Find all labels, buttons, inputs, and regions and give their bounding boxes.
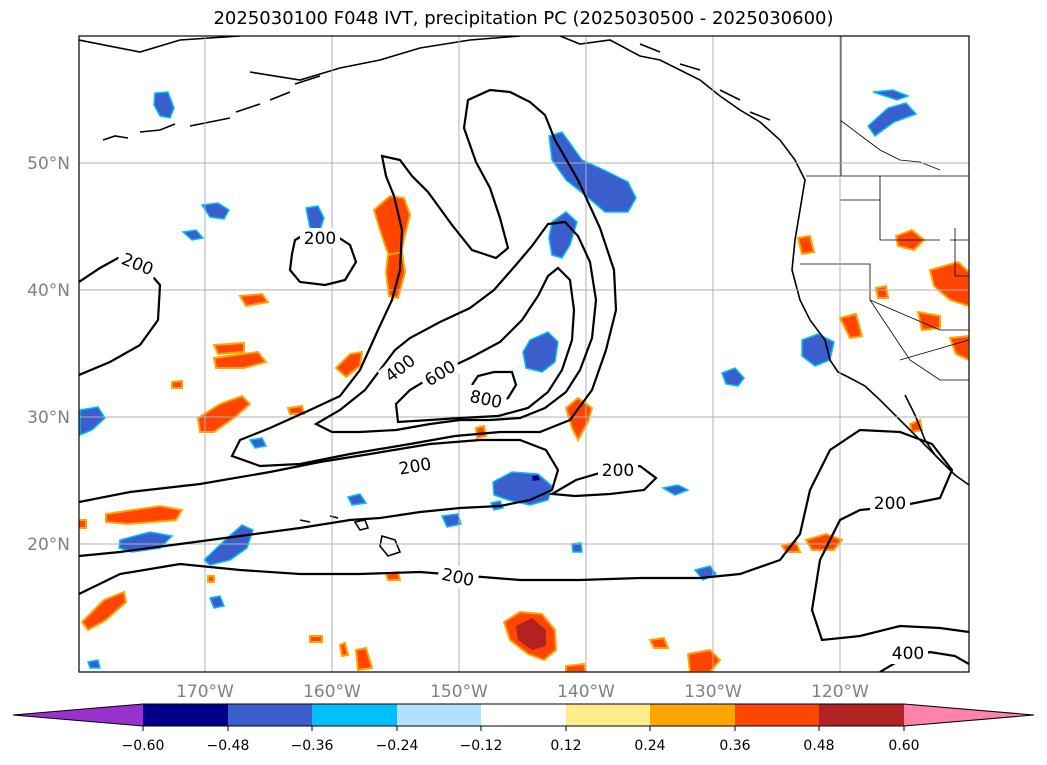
pos-blob [286,404,306,415]
colorbar-segment [143,704,228,726]
neg-blob [693,565,718,581]
pos-blob [238,292,270,308]
neg-blob [248,437,268,449]
colorbar-segment [397,704,481,726]
ivt-label-200-east-loop: 200 [602,461,634,481]
lon-label: 120°W [811,682,869,702]
pos-blob [948,334,969,362]
neg-blob [867,102,918,138]
pos-blob [804,532,844,551]
colorbar-tick-label: 0.48 [803,738,834,754]
colorbar-tick-label: −0.24 [376,738,419,754]
colorbar-tick-label: 0.36 [719,738,750,754]
pos-blob [796,234,816,256]
pos-blob [354,646,374,672]
colorbar-ticks [142,726,905,731]
colorbar-tick-label: 0.24 [634,738,665,754]
neg-blob [872,89,911,101]
colorbar-extend-right [904,704,1034,726]
neg-blob [305,205,325,231]
pos-blob [474,424,488,440]
map-title: 2025030100 F048 IVT, precipitation PC (2… [213,8,834,29]
ivt-contour-200-west [79,256,162,377]
pos-blob [916,310,941,332]
pos-blob [171,379,183,389]
border-layer [800,36,969,381]
ivt-contour-400-main [313,220,598,434]
neg-blob [346,493,368,506]
pos-blob-core [516,618,546,650]
neg-blob [181,229,205,241]
pos-blob [212,350,268,369]
pos-blob [648,636,670,649]
neg-blob [721,367,745,387]
ivt-contour-200-south [79,428,969,642]
graticule [79,36,969,672]
longitude-labels: 170°W 160°W 150°W 140°W 130°W 120°W [176,682,869,702]
neg-blob [548,131,637,213]
pos-blob [212,341,245,356]
lat-label: 40°N [27,281,70,301]
colorbar-segment [819,704,904,726]
latitude-labels: 50°N 40°N 30°N 20°N [27,154,70,555]
map-frame [78,35,970,673]
pos-blob [334,350,364,379]
neg-blob [79,406,106,437]
neg-blob [208,595,226,609]
pos-blob [105,504,184,526]
ivt-contour-200-south-arc [79,438,560,558]
ivt-label-400-southeast: 400 [892,644,924,664]
colorbar-segment [650,704,735,726]
ivt-contour-200-east-loop [548,464,658,498]
ivt-label-200-coast: 200 [874,494,906,514]
pos-blob [874,284,890,299]
colorbar-segment [481,704,566,726]
colorbar-segment [312,704,397,726]
colorbar-tick-label: 0.12 [550,738,581,754]
neg-blob [200,202,230,220]
pos-blob [79,519,87,529]
neg-blob [522,331,559,373]
pos-blob [207,575,215,583]
colorbar-tick-label: −0.60 [122,738,165,754]
lon-label: 130°W [684,682,742,702]
colorbar-tick-label: 0.60 [888,738,919,754]
colorbar-segment [735,704,819,726]
pos-blob [565,662,588,672]
colorbar-extend-left [13,704,143,726]
ivt-contour-north-arc [230,88,618,468]
lat-label: 50°N [27,154,70,174]
lat-label: 30°N [27,408,70,428]
lon-label: 170°W [176,682,234,702]
neg-blob [660,484,690,496]
pos-blob [338,641,350,658]
coastline-layer [79,36,969,557]
lat-label: 20°N [27,535,70,555]
pos-blob [80,590,128,632]
ivt-contour-layer [79,88,969,672]
ivt-label-200-island: 200 [304,229,336,249]
pos-blob [928,260,969,308]
neg-blob [532,475,540,481]
lon-label: 150°W [430,682,488,702]
neg-blob [571,542,583,553]
neg-blob [153,91,175,119]
colorbar-tick-label: −0.48 [207,738,250,754]
colorbar-tick-label: −0.36 [291,738,334,754]
colorbar-tick-label: −0.12 [460,738,503,754]
lon-label: 160°W [303,682,361,702]
precipitation-anomaly-layer [79,89,969,672]
colorbar-segment [228,704,312,726]
pos-blob [838,312,864,340]
colorbar-segment [566,704,650,726]
pos-blob [196,394,252,433]
pos-blob [686,648,722,672]
colorbar: −0.60 −0.48 −0.36 −0.24 −0.12 0.12 0.24 … [12,703,1035,754]
neg-blob [440,513,462,528]
pos-blob [309,635,323,643]
neg-blob [87,659,101,669]
lon-label: 140°W [557,682,615,702]
